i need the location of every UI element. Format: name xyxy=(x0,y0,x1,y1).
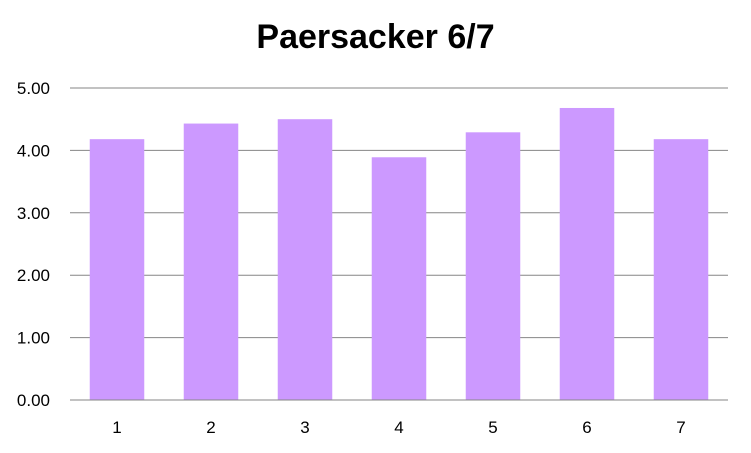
y-tick-label: 4.00 xyxy=(17,141,50,160)
bar-4 xyxy=(371,157,427,400)
bar-1 xyxy=(89,139,145,400)
x-tick-label: 2 xyxy=(206,418,215,437)
y-tick-label: 0.00 xyxy=(17,391,50,410)
y-tick-labels: 0.00 1.00 2.00 3.00 4.00 5.00 xyxy=(17,79,50,410)
bar-5 xyxy=(465,132,521,400)
y-tick-label: 3.00 xyxy=(17,204,50,223)
x-tick-label: 4 xyxy=(394,418,403,437)
x-tick-label: 7 xyxy=(676,418,685,437)
bars xyxy=(89,107,709,401)
x-tick-labels: 1 2 3 4 5 6 7 xyxy=(112,418,685,437)
y-tick-label: 2.00 xyxy=(17,266,50,285)
chart-title: Paersacker 6/7 xyxy=(256,18,495,56)
bar-2 xyxy=(183,123,239,401)
x-tick-label: 1 xyxy=(112,418,121,437)
x-tick-label: 6 xyxy=(582,418,591,437)
y-tick-label: 1.00 xyxy=(17,329,50,348)
x-tick-label: 5 xyxy=(488,418,497,437)
bar-6 xyxy=(559,107,615,400)
x-tick-label: 3 xyxy=(300,418,309,437)
bar-7 xyxy=(653,139,709,400)
bar-3 xyxy=(277,119,333,400)
y-tick-label: 5.00 xyxy=(17,79,50,98)
